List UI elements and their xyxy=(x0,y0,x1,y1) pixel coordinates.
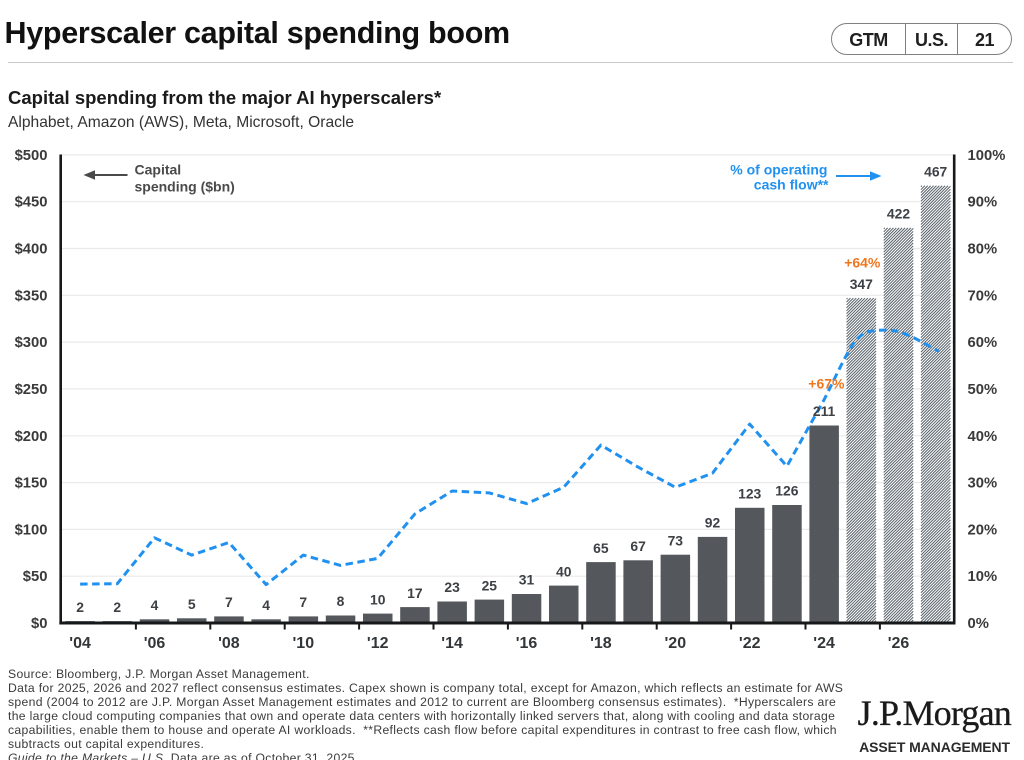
svg-text:123: 123 xyxy=(738,486,761,502)
svg-text:126: 126 xyxy=(775,483,798,499)
svg-text:467: 467 xyxy=(924,164,947,180)
svg-text:'26: '26 xyxy=(888,635,910,652)
svg-text:31: 31 xyxy=(519,572,535,588)
svg-text:$350: $350 xyxy=(15,288,48,304)
svg-text:spending ($bn): spending ($bn) xyxy=(135,179,235,195)
svg-text:$0: $0 xyxy=(31,616,47,632)
svg-text:10%: 10% xyxy=(968,569,998,585)
svg-text:'12: '12 xyxy=(367,635,389,652)
svg-text:+64%: +64% xyxy=(844,255,881,271)
svg-text:100%: 100% xyxy=(968,148,1006,164)
svg-text:73: 73 xyxy=(668,532,684,548)
svg-text:4: 4 xyxy=(262,597,270,613)
svg-text:'22: '22 xyxy=(739,635,761,652)
svg-text:+67%: +67% xyxy=(808,376,845,392)
svg-text:80%: 80% xyxy=(968,242,998,258)
svg-text:'06: '06 xyxy=(144,635,166,652)
svg-text:0%: 0% xyxy=(968,616,989,632)
svg-text:30%: 30% xyxy=(968,476,998,492)
svg-text:7: 7 xyxy=(299,594,307,610)
svg-text:cash flow**: cash flow** xyxy=(754,177,829,193)
svg-text:40: 40 xyxy=(556,563,572,579)
svg-text:60%: 60% xyxy=(968,335,998,351)
svg-text:2: 2 xyxy=(76,599,84,615)
svg-text:'08: '08 xyxy=(218,635,240,652)
svg-text:10: 10 xyxy=(370,591,386,607)
svg-text:$200: $200 xyxy=(15,429,48,445)
svg-text:'16: '16 xyxy=(516,635,538,652)
svg-text:$50: $50 xyxy=(23,569,48,585)
svg-text:92: 92 xyxy=(705,515,721,531)
svg-text:70%: 70% xyxy=(968,288,998,304)
svg-text:20%: 20% xyxy=(968,522,998,538)
svg-text:% of operating: % of operating xyxy=(730,162,827,178)
svg-text:50%: 50% xyxy=(968,382,998,398)
svg-text:'14: '14 xyxy=(441,635,463,652)
svg-text:4: 4 xyxy=(151,597,159,613)
svg-text:'24: '24 xyxy=(813,635,835,652)
svg-text:7: 7 xyxy=(225,594,233,610)
svg-text:25: 25 xyxy=(482,577,498,593)
svg-text:8: 8 xyxy=(337,593,345,609)
svg-text:5: 5 xyxy=(188,596,196,612)
svg-text:$400: $400 xyxy=(15,242,48,258)
svg-text:17: 17 xyxy=(407,585,423,601)
svg-text:40%: 40% xyxy=(968,429,998,445)
svg-text:Capital: Capital xyxy=(135,162,182,178)
svg-text:$500: $500 xyxy=(15,148,48,164)
svg-text:'18: '18 xyxy=(590,635,612,652)
svg-text:211: 211 xyxy=(813,403,836,419)
svg-text:65: 65 xyxy=(593,540,609,556)
svg-text:$250: $250 xyxy=(15,382,48,398)
svg-text:23: 23 xyxy=(444,579,460,595)
svg-text:$100: $100 xyxy=(15,522,48,538)
svg-text:'10: '10 xyxy=(292,635,314,652)
svg-text:2: 2 xyxy=(113,599,121,615)
svg-text:90%: 90% xyxy=(968,195,998,211)
svg-text:347: 347 xyxy=(850,276,873,292)
svg-text:67: 67 xyxy=(630,538,646,554)
svg-text:'20: '20 xyxy=(664,635,686,652)
svg-text:$150: $150 xyxy=(15,476,48,492)
svg-text:'04: '04 xyxy=(69,635,91,652)
svg-text:422: 422 xyxy=(887,206,910,222)
svg-text:$300: $300 xyxy=(15,335,48,351)
svg-text:$450: $450 xyxy=(15,195,48,211)
